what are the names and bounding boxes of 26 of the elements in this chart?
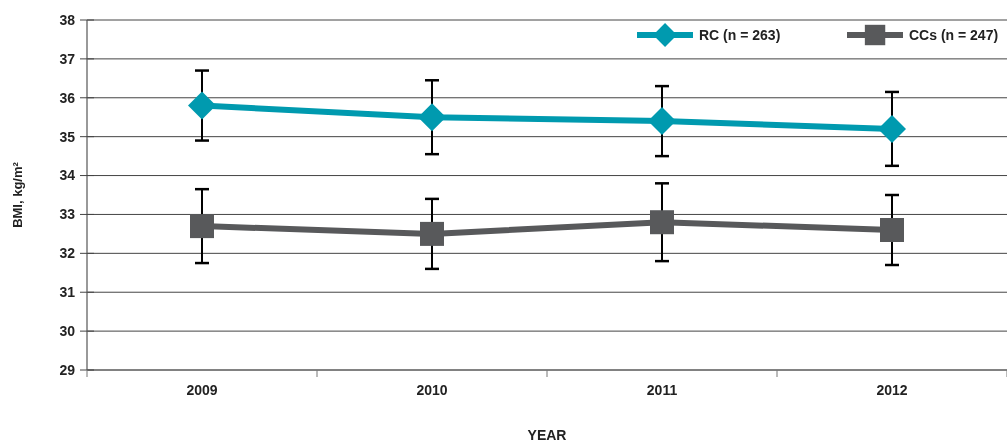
y-tick-label: 29	[59, 361, 76, 378]
x-tick-label: 2011	[646, 382, 678, 398]
point	[188, 91, 216, 120]
legend-label: CCs (n = 247)	[909, 26, 999, 43]
y-tick-label: 38	[59, 11, 76, 28]
point	[880, 218, 904, 242]
point	[650, 210, 674, 235]
y-tick-label: 31	[59, 284, 76, 301]
y-tick-label: 32	[59, 245, 76, 262]
y-tick-label: 36	[59, 89, 76, 106]
y-tick-label: 35	[59, 128, 76, 145]
x-tick-label: 2010	[416, 382, 448, 398]
y-axis-title: BMI, kg/m²	[10, 161, 25, 228]
point	[190, 214, 214, 239]
x-axis-title: YEAR	[527, 427, 567, 443]
point	[420, 221, 444, 246]
y-tick-label: 33	[59, 206, 76, 223]
point	[418, 103, 446, 132]
legend-label: RC (n = 263)	[699, 26, 781, 43]
y-tick-label: 37	[59, 50, 76, 67]
y-tick-label: 30	[59, 323, 76, 340]
y-tick-label: 34	[59, 167, 76, 184]
point	[878, 114, 906, 143]
x-tick-label: 2012	[876, 382, 908, 398]
x-tick-label: 2009	[186, 382, 218, 398]
point	[648, 107, 676, 136]
